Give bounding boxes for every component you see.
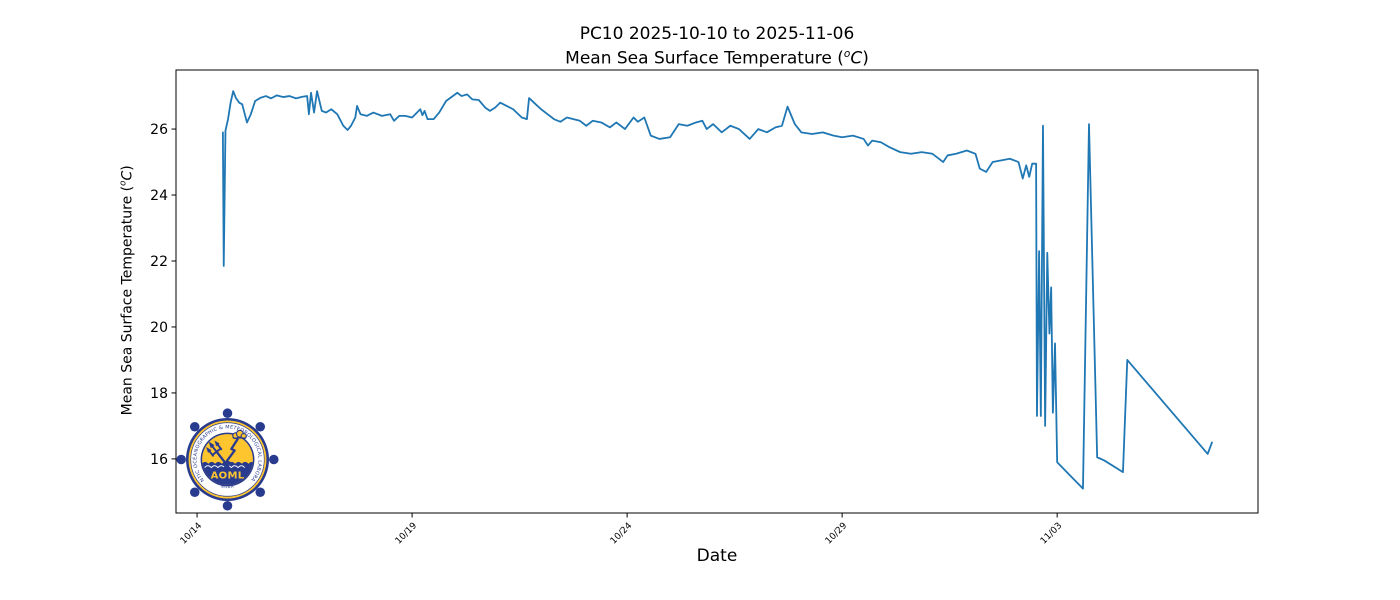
- trident-icon: [206, 440, 230, 468]
- sst-line-series: [221, 90, 1213, 490]
- chart-subtitle: Mean Sea Surface Temperature (oC): [176, 48, 1258, 69]
- x-tick-label: 10/24: [609, 521, 635, 547]
- y-tick-label: 18: [150, 386, 168, 402]
- subtitle-suffix: ): [862, 48, 869, 69]
- subtitle-unit: C: [850, 48, 863, 69]
- x-tick-label: 10/29: [824, 521, 850, 547]
- y-tick-label: 26: [150, 122, 168, 138]
- y-tick-label: 16: [150, 452, 168, 468]
- axes-frame: [175, 69, 1259, 514]
- y-tick-label: 24: [150, 188, 168, 204]
- logo-acronym: AOML: [211, 471, 245, 482]
- x-tick-label: 10/14: [179, 521, 205, 547]
- chart-title: PC10 2025-10-10 to 2025-11-06: [579, 24, 855, 44]
- wheel-knobs: [176, 408, 279, 511]
- x-tick-label: 10/19: [394, 521, 420, 547]
- y-tick-label: 20: [150, 320, 168, 336]
- subtitle-prefix: Mean Sea Surface Temperature (: [565, 48, 844, 69]
- x-axis-label: Date: [696, 546, 738, 566]
- lightning-icon: [219, 437, 239, 474]
- aoml-logo: ATLANTIC OCEANOGRAPHIC & METEOROLOGICAL …: [175, 407, 279, 511]
- cloud-icon: [232, 429, 247, 440]
- water: [202, 461, 253, 485]
- y-tick-label: 22: [150, 254, 168, 270]
- x-tick-label: 11/03: [1039, 521, 1064, 546]
- subtitle-degree-sup: o: [843, 48, 851, 60]
